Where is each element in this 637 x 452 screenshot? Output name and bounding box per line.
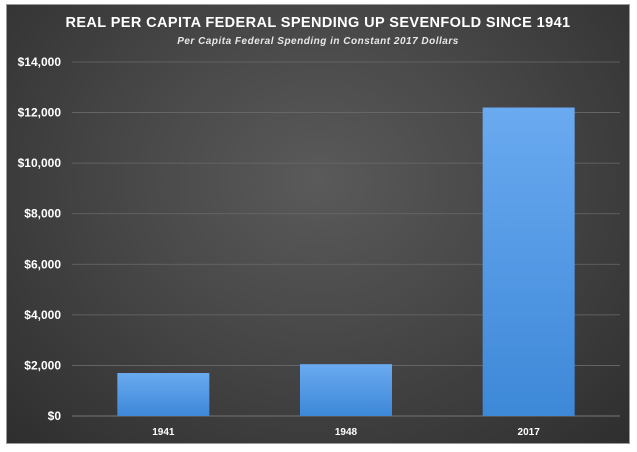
- y-tick-label: $10,000: [18, 156, 62, 170]
- x-tick-label: 2017: [518, 427, 541, 438]
- x-tick-label: 1941: [152, 427, 175, 438]
- y-tick-label: $12,000: [18, 106, 62, 120]
- chart-frame: REAL PER CAPITA FEDERAL SPENDING UP SEVE…: [6, 4, 630, 444]
- x-axis-ticks: 1941 1948 2017: [152, 427, 540, 438]
- y-tick-label: $2,000: [24, 358, 61, 372]
- bar-2017: [482, 107, 575, 416]
- y-tick-label: $14,000: [18, 55, 62, 69]
- x-tick-label: 1948: [335, 427, 358, 438]
- chart-subtitle: Per Capita Federal Spending in Constant …: [177, 36, 459, 47]
- chart-title: REAL PER CAPITA FEDERAL SPENDING UP SEVE…: [65, 15, 571, 31]
- y-axis-ticks: $0 $2,000 $4,000 $6,000 $8,000 $10,000 $12,000…: [18, 55, 62, 423]
- bars: [117, 107, 575, 416]
- bar-1948: [300, 364, 392, 416]
- plot-area: $0 $2,000 $4,000 $6,000 $8,000 $10,000 $12,000…: [18, 55, 620, 438]
- bar-1941: [117, 373, 210, 416]
- y-tick-label: $0: [48, 409, 62, 423]
- y-tick-label: $4,000: [24, 308, 61, 322]
- y-tick-label: $6,000: [24, 257, 61, 271]
- y-tick-label: $8,000: [24, 207, 61, 221]
